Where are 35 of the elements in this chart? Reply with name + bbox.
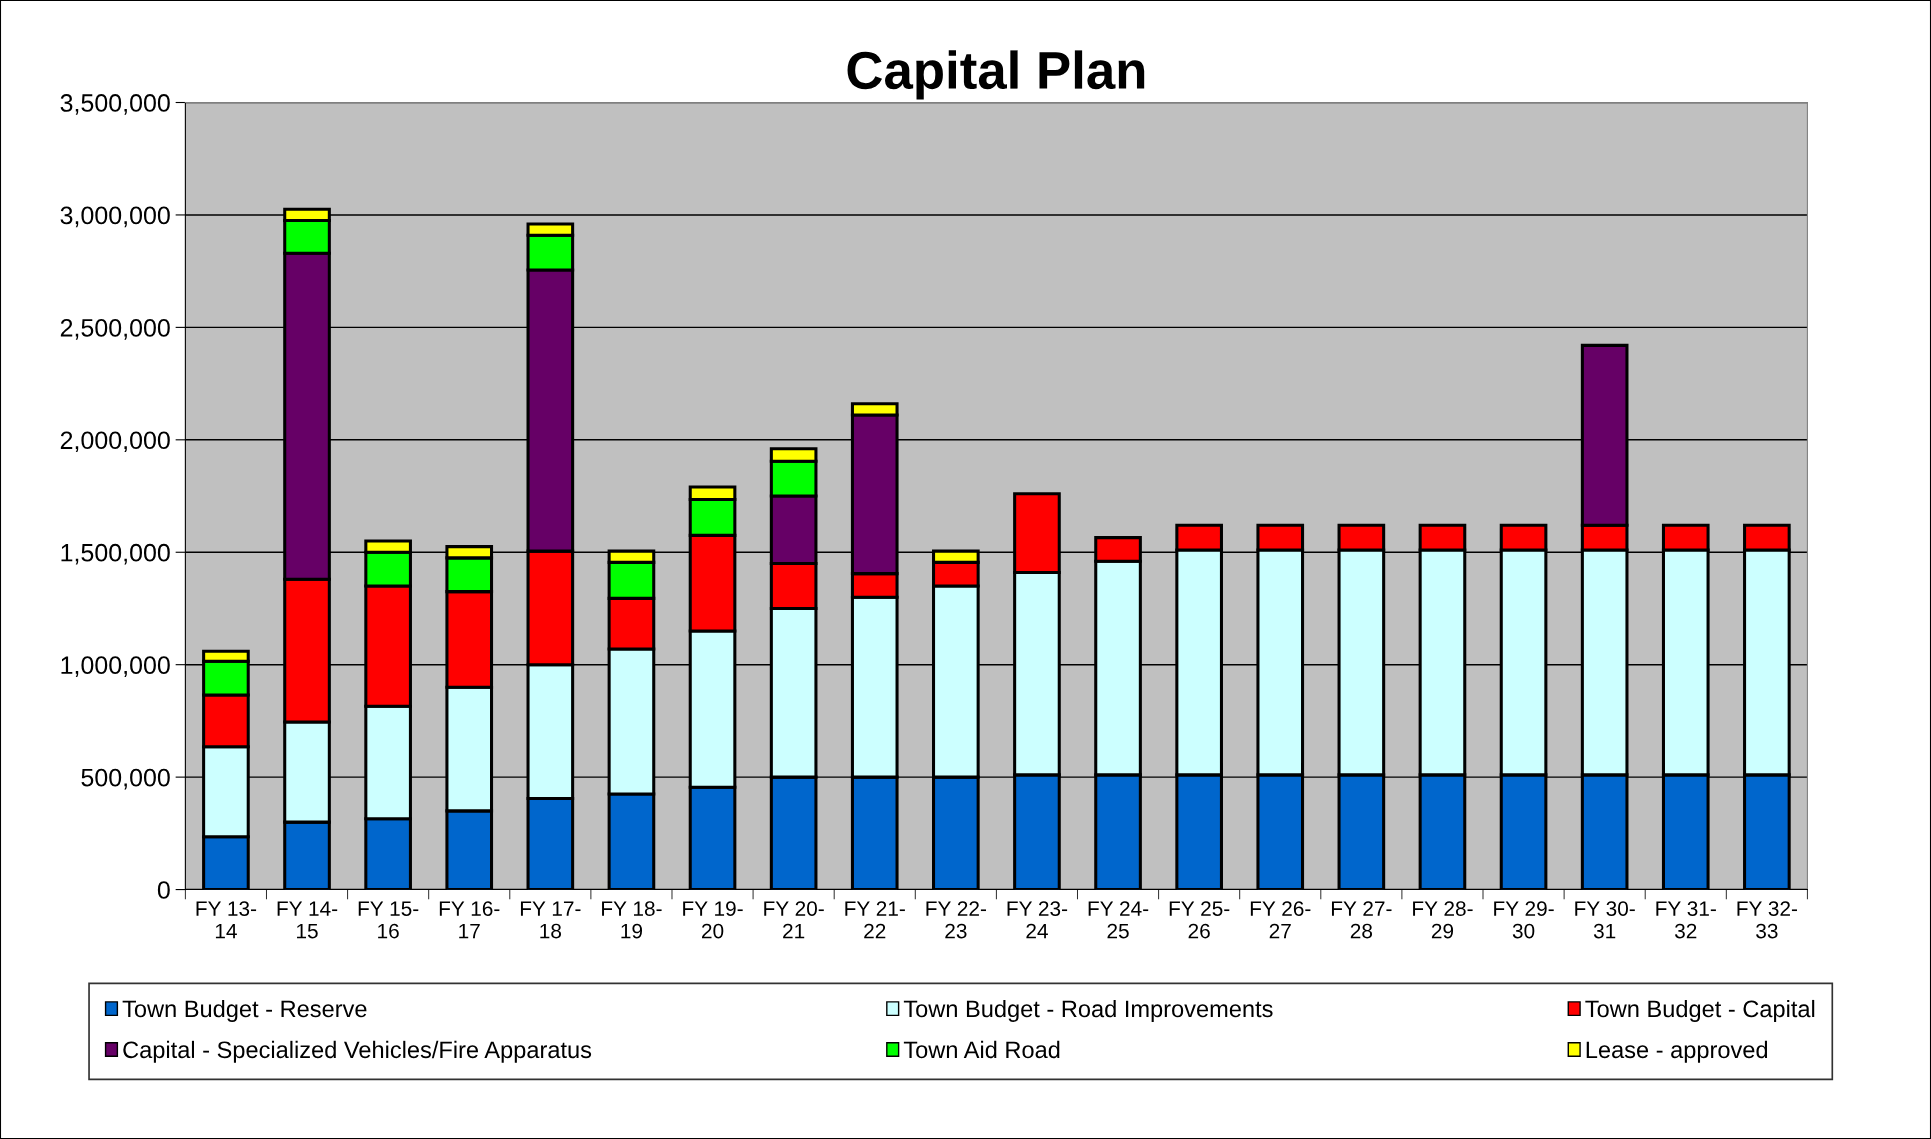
x-tick-label: FY 29-30: [1494, 901, 1554, 939]
x-tick-label: FY 17-18: [520, 901, 581, 939]
x-tick-label: FY 30-31: [1575, 901, 1635, 939]
legend-label: Capital - Specialized Vehicles/Fire Apparatus: [123, 1040, 592, 1063]
legend-label: Town Budget - Capital: [1585, 999, 1815, 1022]
y-tick-label: 2,000,000: [60, 431, 170, 453]
y-tick-label: 1,500,000: [61, 543, 170, 565]
y-tick-label: 3,500,000: [60, 94, 170, 115]
legend-label: Town Budget - Reserve: [122, 999, 367, 1022]
x-tick-label: FY 27-28: [1331, 901, 1392, 939]
x-tick-label: FY 21-22: [845, 901, 905, 939]
x-tick-label: FY 24-25: [1088, 901, 1149, 939]
y-tick-label: 500,000: [81, 768, 170, 790]
y-tick-label: 2,500,000: [60, 318, 170, 340]
x-tick-label: FY 23-24: [1007, 901, 1068, 939]
x-tick-label: FY 14-15: [277, 901, 338, 939]
x-tick-label: FY 28-29: [1413, 901, 1473, 939]
y-tick-label: 0: [157, 881, 170, 899]
x-tick-label: FY 19-20: [683, 901, 743, 939]
legend-label: Lease - approved: [1586, 1040, 1768, 1063]
x-tick-label: FY 31-32: [1656, 901, 1716, 939]
x-tick-label: FY 18-19: [602, 901, 662, 939]
x-tick-label: FY 26-27: [1250, 901, 1311, 939]
x-tick-label: FY 25-26: [1169, 901, 1230, 939]
legend-label: Town Aid Road: [903, 1040, 1060, 1059]
chart-title: Capital Plan: [847, 50, 1145, 100]
y-tick-label: 1,000,000: [61, 656, 170, 677]
x-tick-label: FY 13-14: [196, 901, 257, 939]
x-tick-label: FY 20-21: [764, 901, 824, 939]
x-tick-label: FY 32-33: [1737, 901, 1798, 939]
x-tick-label: FY 15-16: [358, 901, 419, 939]
x-tick-label: FY 16-17: [439, 901, 500, 939]
legend-label: Town Budget - Road Improvements: [903, 999, 1273, 1022]
x-tick-label: FY 22-23: [926, 901, 986, 939]
y-tick-label: 3,000,000: [60, 206, 170, 228]
